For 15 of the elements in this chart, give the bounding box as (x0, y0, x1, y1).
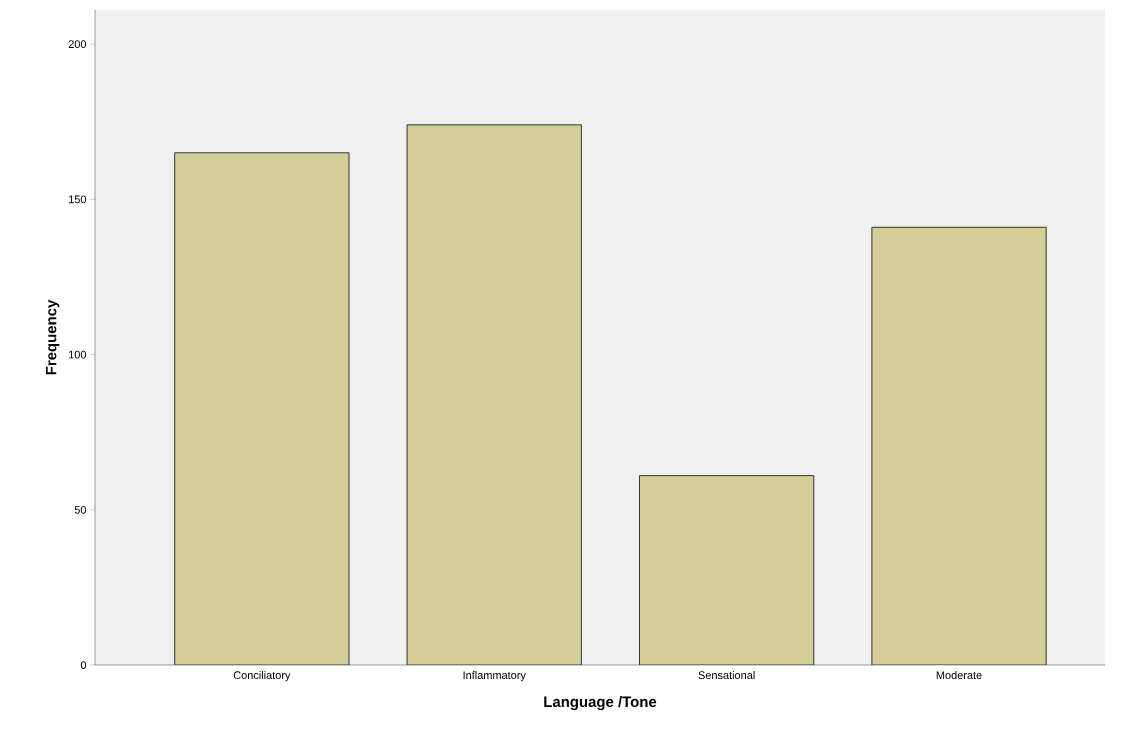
y-tick-label: 50 (74, 505, 87, 514)
bar (871, 226, 1047, 665)
x-axis-title: Language /Tone (544, 696, 657, 711)
x-tick-label: Conciliatory (233, 671, 291, 682)
bar (174, 152, 350, 665)
x-tick-label: Inflammatory (463, 671, 526, 682)
y-axis-title: Frequency (45, 299, 60, 375)
x-tick-label: Moderate (936, 671, 982, 680)
bar (406, 124, 582, 665)
y-tick-label: 200 (68, 40, 87, 49)
bar (639, 475, 815, 665)
y-tick-label: 0 (80, 661, 87, 669)
y-tick-label: 150 (69, 195, 87, 204)
y-tick-label: 100 (69, 350, 87, 359)
x-tick-label: Sensational (698, 671, 755, 680)
